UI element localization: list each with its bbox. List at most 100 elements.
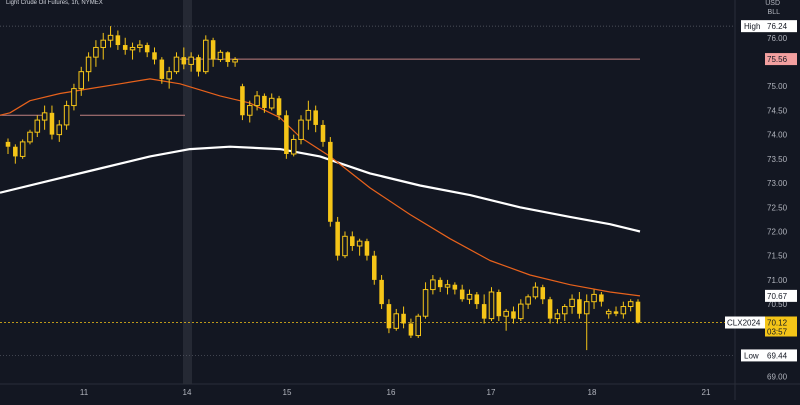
candle	[27, 129, 33, 145]
candle-body-up	[466, 293, 473, 300]
candle-body-up	[503, 310, 509, 317]
candle-body-up	[305, 109, 312, 121]
candle-body-down	[144, 45, 150, 53]
candle	[372, 250, 377, 285]
candle-body-down	[459, 289, 465, 300]
candle	[525, 294, 531, 309]
unit-label: BLL	[767, 9, 780, 16]
price-tick-label: 75.00	[767, 82, 788, 91]
candle	[518, 299, 524, 322]
candle	[532, 282, 539, 300]
candle-body-up	[71, 88, 77, 107]
candle-body-up	[488, 291, 495, 320]
candle-body-up	[422, 289, 429, 317]
candle	[232, 57, 238, 67]
price-tick-label: 74.50	[767, 106, 788, 115]
sma-price-tag-value: 70.67	[767, 292, 788, 301]
candle-body-down	[474, 294, 480, 305]
candle-body-down	[328, 141, 333, 222]
candle	[408, 318, 414, 338]
candle	[401, 306, 406, 329]
candle-body-down	[379, 279, 384, 305]
time-tick-label: 11	[80, 388, 89, 397]
candle	[313, 105, 318, 133]
candle-body-up	[246, 105, 253, 116]
candle-body-up	[56, 124, 63, 136]
candle	[71, 83, 77, 111]
candle-body-down	[225, 52, 231, 62]
time-tick-label: 15	[283, 388, 292, 397]
candle	[459, 284, 465, 302]
countdown-timer: 03:57	[767, 328, 788, 337]
candle	[217, 49, 224, 62]
candle-body-down	[452, 284, 458, 290]
sma-price-tag-bg	[765, 289, 797, 302]
candle-body-up	[93, 46, 99, 58]
candle-body-up	[217, 51, 224, 61]
candle-body-down	[313, 110, 318, 125]
low-price-tag-label-bg	[741, 349, 765, 362]
candle-body-up	[188, 56, 194, 65]
candle-body-down	[481, 304, 487, 319]
price-tick-label: 76.00	[767, 34, 788, 43]
time-tick-label: 16	[387, 388, 396, 397]
candle-body-down	[386, 304, 392, 329]
candle-body-up	[129, 46, 136, 51]
candle-body-up	[78, 71, 85, 90]
candle-body-up	[41, 112, 48, 121]
candle	[268, 93, 275, 111]
candle-body-up	[290, 138, 297, 155]
candle-body-up	[444, 284, 451, 288]
candle	[613, 306, 619, 317]
candle	[393, 308, 400, 331]
candle	[415, 313, 422, 338]
candle	[225, 51, 231, 67]
candle-body-down	[181, 57, 187, 65]
candle-body-up	[620, 306, 627, 315]
candle-body-down	[159, 59, 165, 79]
candle	[254, 91, 260, 111]
candle	[41, 105, 48, 130]
candle	[620, 301, 627, 319]
candle	[342, 231, 348, 259]
candle	[591, 289, 597, 309]
candle	[93, 40, 99, 67]
candle-body-down	[210, 40, 216, 60]
candle-body-down	[13, 146, 18, 157]
low-price-tag-label: Low	[744, 351, 759, 360]
candle-body-up	[232, 59, 238, 63]
candle-body-down	[350, 236, 355, 246]
candle-body-up	[430, 279, 436, 291]
candle-body-up	[393, 313, 400, 329]
low-price-tag-bg	[765, 349, 797, 362]
candle	[437, 277, 443, 292]
marker-price-tag-value: 75.56	[767, 55, 788, 64]
candle-body-down	[372, 255, 377, 280]
candle-body-up	[85, 56, 92, 73]
candle-body-up	[415, 315, 422, 337]
session-highlight-band	[183, 0, 192, 384]
candle	[122, 37, 128, 55]
candle-body-down	[635, 301, 641, 323]
candle-body-down	[599, 294, 604, 302]
candle	[554, 308, 561, 324]
candle	[627, 299, 634, 312]
price-tick-label: 70.50	[767, 300, 788, 309]
candle-body-down	[122, 45, 128, 50]
candle	[350, 231, 355, 251]
sma-line	[0, 145, 641, 233]
candle-body-down	[240, 86, 245, 116]
candle	[107, 26, 114, 48]
candle	[137, 40, 143, 53]
candle	[49, 105, 55, 140]
candle	[599, 291, 604, 307]
candle	[422, 282, 429, 319]
time-tick-label: 14	[183, 388, 192, 397]
candle-body-down	[49, 112, 55, 135]
candle-body-down	[577, 299, 582, 314]
candle-body-up	[532, 286, 539, 298]
candle-body-up	[107, 34, 114, 41]
candle	[511, 306, 516, 324]
